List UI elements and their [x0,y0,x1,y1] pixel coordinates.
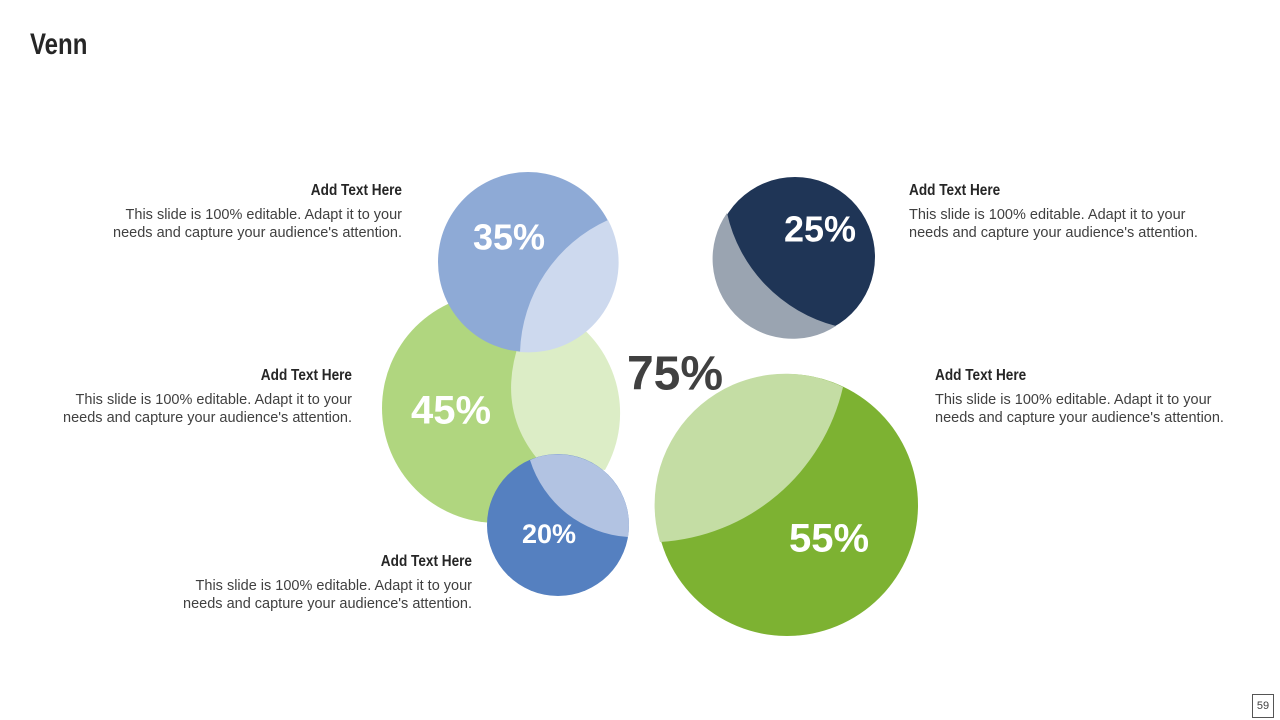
overlap [654,373,843,542]
page-number: 59 [1252,694,1274,718]
body-text: This slide is 100% editable. Adapt it to… [113,207,402,241]
title: Venn [30,28,88,61]
heading: Add Text Here [909,182,1001,199]
circle-label: 45% [411,389,491,433]
text-block: Add Text Here This slide is 100% editabl… [52,367,352,427]
text-block: Add Text Here This slide is 100% editabl… [172,553,472,613]
circle-label: 25% [784,209,856,250]
body-text: This slide is 100% editable. Adapt it to… [935,392,1224,426]
heading: Add Text Here [935,367,1027,384]
text-block: Add Text Here This slide is 100% editabl… [102,182,402,242]
heading: Add Text Here [310,182,402,199]
heading: Add Text Here [260,367,352,384]
overlap [712,213,836,339]
center-label: 75% [627,348,723,401]
body-text: This slide is 100% editable. Adapt it to… [909,207,1198,241]
circle-label: 55% [789,517,869,561]
overlap [530,454,629,537]
body-text: This slide is 100% editable. Adapt it to… [183,578,472,612]
heading: Add Text Here [380,553,472,570]
body-text: This slide is 100% editable. Adapt it to… [63,392,352,426]
text-block: Add Text Here This slide is 100% editabl… [935,367,1235,427]
overlap [520,220,619,353]
text-block: Add Text Here This slide is 100% editabl… [909,182,1209,242]
circle-label: 20% [522,519,576,549]
circle-label: 35% [473,217,545,258]
